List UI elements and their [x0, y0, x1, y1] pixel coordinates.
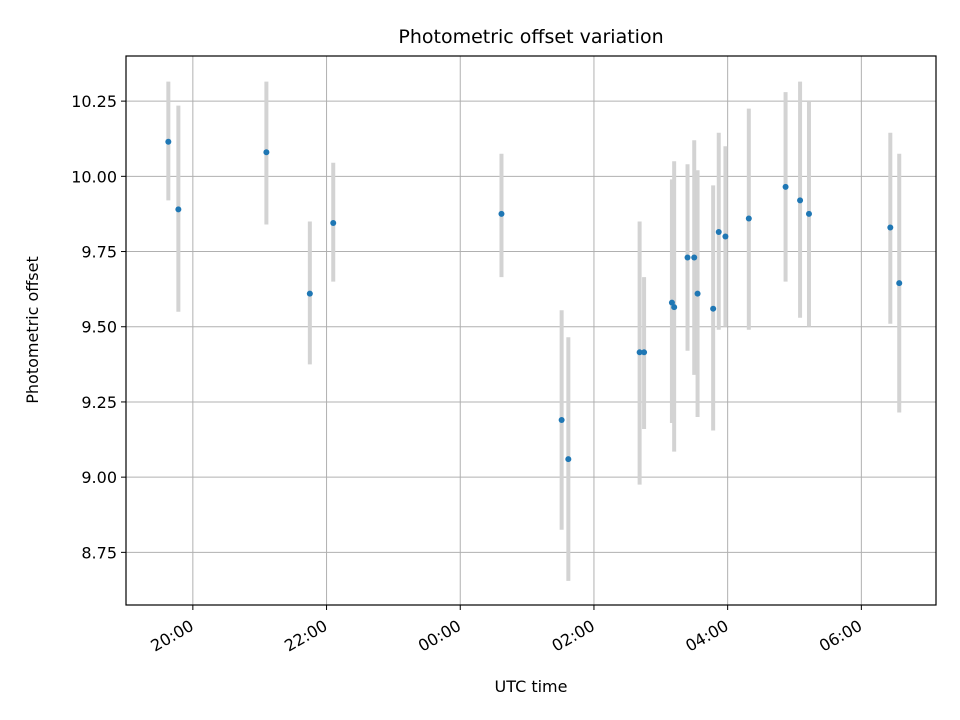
- data-point: [782, 183, 789, 190]
- y-tick-label: 9.25: [81, 393, 117, 412]
- y-axis-label: Photometric offset: [23, 256, 42, 404]
- data-point: [263, 149, 270, 156]
- grid-lines: [126, 56, 936, 605]
- data-point: [694, 290, 701, 297]
- data-point: [722, 233, 729, 240]
- data-point: [498, 210, 505, 217]
- y-tick-label: 8.75: [81, 543, 117, 562]
- data-point: [684, 254, 691, 261]
- data-point: [165, 138, 172, 145]
- data-point: [715, 228, 722, 235]
- data-point: [805, 210, 812, 217]
- data-point: [565, 456, 572, 463]
- data-point: [330, 219, 337, 226]
- x-axis-ticks: 20:00 22:00 00:00 02:00 04:00 06:00: [147, 605, 865, 656]
- y-tick-label: 9.50: [81, 318, 117, 337]
- data-point: [710, 305, 717, 312]
- chart-title: Photometric offset variation: [398, 26, 663, 48]
- x-tick-label: 22:00: [281, 616, 330, 656]
- data-point: [896, 280, 903, 287]
- x-axis-label: UTC time: [495, 677, 568, 696]
- data-points: [165, 138, 903, 463]
- y-tick-label: 9.75: [81, 243, 117, 262]
- x-tick-label: 06:00: [816, 616, 865, 656]
- x-tick-label: 20:00: [147, 616, 196, 656]
- data-point: [691, 254, 698, 261]
- y-tick-label: 9.00: [81, 468, 117, 487]
- data-point: [558, 416, 565, 423]
- x-tick-label: 02:00: [549, 616, 598, 656]
- data-point: [745, 215, 752, 222]
- y-tick-label: 10.00: [71, 167, 117, 186]
- data-point: [668, 299, 675, 306]
- data-point: [887, 224, 894, 231]
- x-tick-label: 04:00: [682, 616, 731, 656]
- plot-frame: [125, 55, 937, 606]
- data-point: [306, 290, 313, 297]
- data-point: [175, 206, 182, 213]
- y-tick-label: 10.25: [71, 92, 117, 111]
- error-bars: [166, 81, 902, 581]
- x-tick-label: 00:00: [415, 616, 464, 656]
- data-point: [636, 349, 643, 356]
- data-point: [671, 304, 678, 311]
- y-axis-ticks: 8.75 9.00 9.25 9.50 9.75 10.00 10.25: [71, 92, 126, 562]
- data-point: [797, 197, 804, 204]
- data-point: [641, 349, 648, 356]
